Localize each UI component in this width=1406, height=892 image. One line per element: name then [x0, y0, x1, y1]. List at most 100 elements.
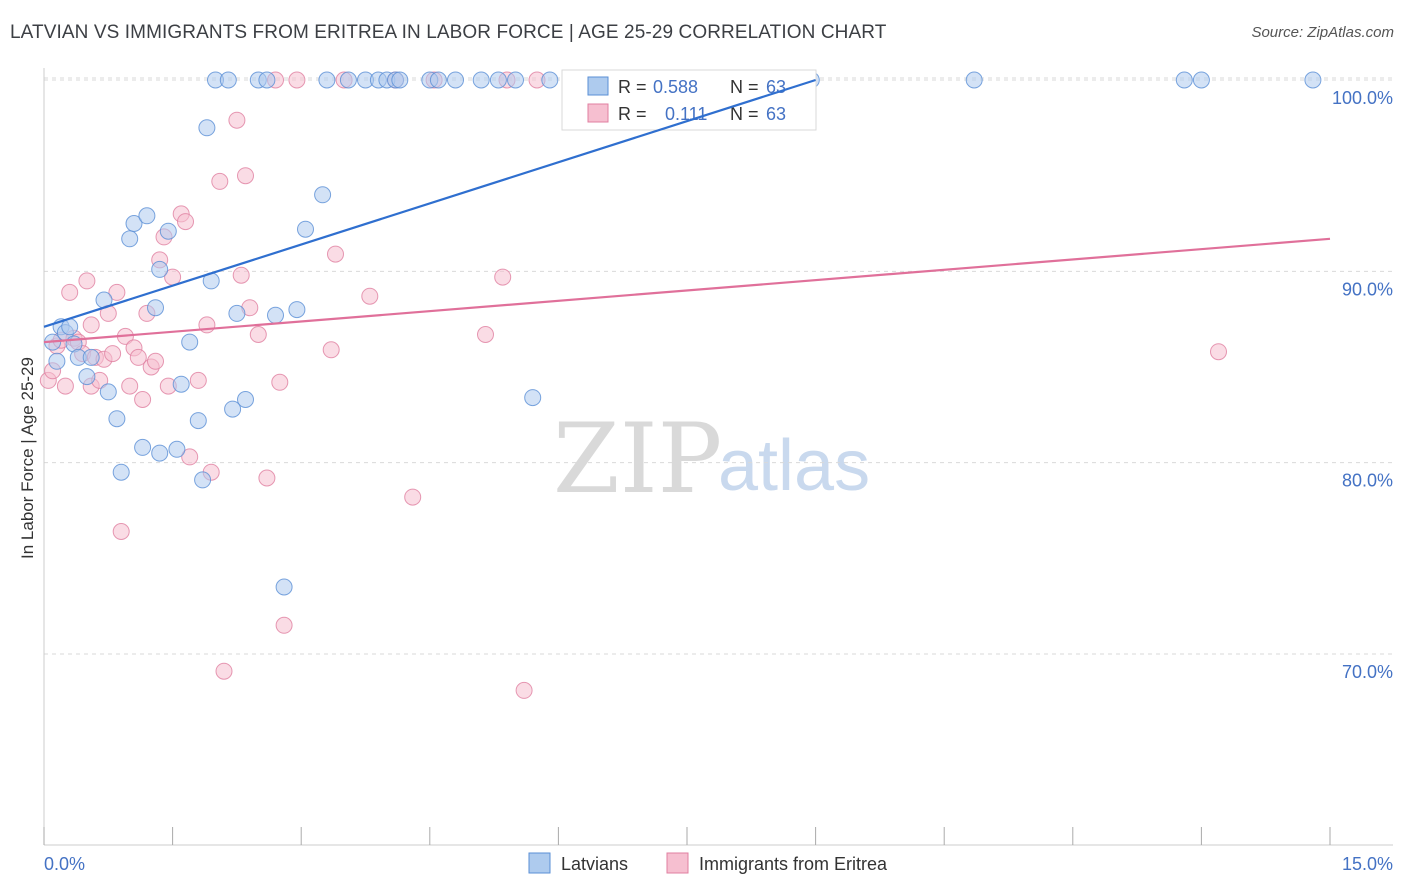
- point-eritrea: [211, 172, 229, 190]
- axes: 70.0% 80.0% 90.0% 100.0% 0.0% 15.0%: [43, 68, 1393, 874]
- point-eritrea: [56, 377, 74, 395]
- point-latvians: [228, 304, 246, 322]
- point-latvians: [339, 71, 357, 89]
- point-latvians: [78, 368, 96, 386]
- stats-r-value-latvians: 0.588: [653, 77, 698, 97]
- point-latvians: [391, 71, 409, 89]
- point-eritrea: [108, 283, 126, 301]
- point-eritrea: [494, 268, 512, 286]
- point-latvians: [288, 301, 306, 319]
- y-tick-label: 80.0%: [1342, 471, 1393, 491]
- stats-n-label-latvians: N =: [730, 77, 759, 97]
- point-latvians: [194, 471, 212, 489]
- point-latvians: [224, 400, 242, 418]
- point-latvians: [108, 410, 126, 428]
- point-latvians: [48, 352, 66, 370]
- trend-line-latvians: [43, 78, 816, 328]
- point-latvians: [138, 207, 156, 225]
- point-latvians: [258, 71, 276, 89]
- point-latvians: [275, 578, 293, 596]
- point-latvians: [1175, 71, 1193, 89]
- legend-label-latvians: Latvians: [561, 854, 628, 874]
- point-latvians: [151, 444, 169, 462]
- point-latvians: [159, 222, 177, 240]
- point-latvians: [541, 71, 559, 89]
- point-latvians: [524, 389, 542, 407]
- stats-r-label-latvians: R =: [618, 77, 647, 97]
- point-latvians: [134, 438, 152, 456]
- point-eritrea: [177, 213, 194, 231]
- point-eritrea: [215, 662, 233, 680]
- gridlines: [44, 77, 1393, 655]
- point-latvians: [1192, 71, 1210, 89]
- point-latvians: [507, 71, 524, 89]
- point-latvians: [965, 71, 983, 89]
- stats-n-value-eritrea: 63: [766, 104, 786, 124]
- stats-r-label-eritrea: R =: [618, 104, 647, 124]
- point-eritrea: [327, 245, 344, 263]
- point-latvians: [82, 348, 100, 366]
- point-latvians: [172, 375, 190, 393]
- point-eritrea: [104, 345, 122, 363]
- point-eritrea: [237, 167, 254, 185]
- point-latvians: [151, 260, 169, 278]
- point-eritrea: [1210, 343, 1227, 361]
- point-eritrea: [404, 488, 422, 506]
- point-eritrea: [288, 71, 306, 89]
- point-latvians: [168, 440, 186, 458]
- point-eritrea: [275, 616, 293, 634]
- point-eritrea: [271, 373, 289, 391]
- stats-swatch-latvians: [587, 76, 609, 96]
- point-eritrea: [189, 371, 207, 389]
- point-latvians: [447, 71, 464, 89]
- point-latvians: [1304, 71, 1322, 89]
- point-eritrea: [134, 391, 152, 408]
- y-tick-label: 70.0%: [1342, 662, 1393, 682]
- trend-lines: [43, 78, 1331, 344]
- point-latvians: [297, 220, 314, 238]
- point-latvians: [489, 71, 507, 89]
- point-latvians: [189, 412, 207, 430]
- point-eritrea: [78, 272, 96, 290]
- y-tick-label: 90.0%: [1342, 279, 1393, 299]
- point-eritrea: [61, 283, 79, 301]
- x-tick-label-min: 0.0%: [44, 854, 85, 874]
- legend-swatch-eritrea: [666, 852, 689, 874]
- point-eritrea: [515, 681, 533, 699]
- point-latvians: [237, 391, 254, 408]
- point-eritrea: [112, 523, 130, 540]
- point-eritrea: [232, 266, 250, 284]
- point-eritrea: [82, 316, 100, 334]
- stats-swatch-eritrea: [587, 103, 609, 123]
- data-points: [39, 71, 1322, 699]
- point-eritrea: [322, 341, 340, 359]
- trend-line-eritrea: [43, 237, 1331, 344]
- series-legend: Latvians Immigrants from Eritrea: [528, 852, 888, 874]
- stats-n-label-eritrea: N =: [730, 104, 759, 124]
- point-latvians: [318, 71, 336, 89]
- point-latvians: [198, 119, 216, 137]
- y-tick-label: 100.0%: [1332, 88, 1393, 108]
- point-eritrea: [361, 287, 379, 305]
- point-latvians: [121, 230, 139, 248]
- legend-swatch-latvians: [528, 852, 551, 874]
- point-eritrea: [228, 111, 246, 129]
- watermark-zip: ZIP: [553, 403, 722, 515]
- x-tick-label-max: 15.0%: [1342, 854, 1393, 874]
- point-latvians: [125, 215, 143, 232]
- point-eritrea: [121, 377, 139, 395]
- point-latvians: [219, 71, 237, 89]
- point-latvians: [99, 383, 117, 401]
- point-latvians: [429, 71, 447, 89]
- point-eritrea: [477, 326, 494, 343]
- chart-title: LATVIAN VS IMMIGRANTS FROM ERITREA IN LA…: [10, 22, 887, 43]
- point-eritrea: [181, 448, 199, 466]
- point-eritrea: [129, 348, 147, 366]
- point-eritrea: [147, 352, 164, 370]
- point-eritrea: [249, 326, 267, 343]
- point-latvians: [267, 306, 284, 324]
- watermark-atlas: atlas: [718, 426, 870, 506]
- point-latvians: [112, 463, 130, 481]
- point-eritrea: [258, 469, 276, 487]
